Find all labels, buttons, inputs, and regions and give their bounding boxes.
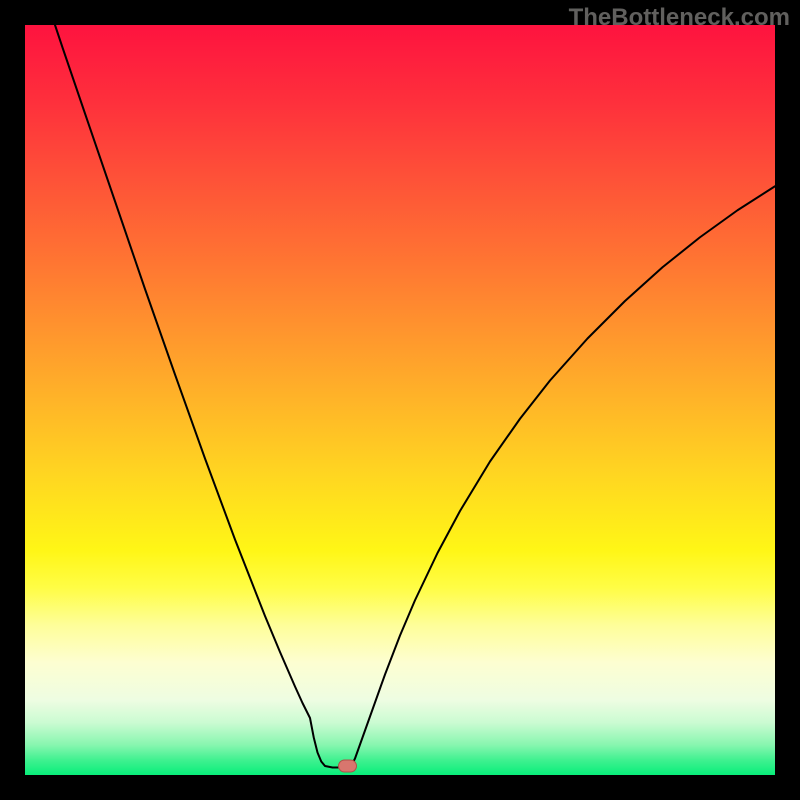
chart-container: TheBottleneck.com — [0, 0, 800, 800]
optimum-marker — [339, 760, 357, 772]
chart-background — [25, 25, 775, 775]
bottleneck-curve-chart — [0, 0, 800, 800]
